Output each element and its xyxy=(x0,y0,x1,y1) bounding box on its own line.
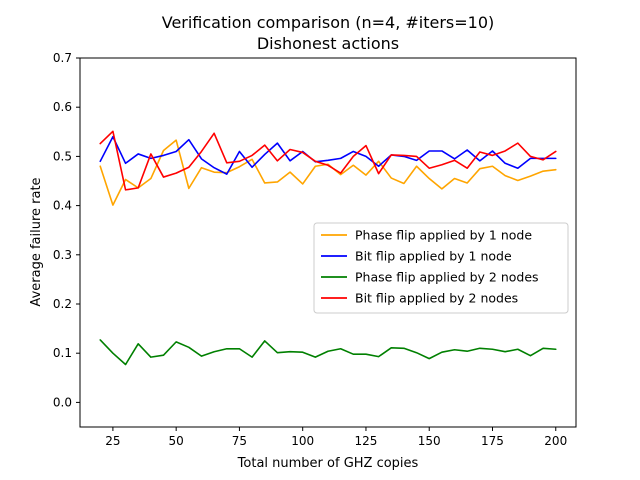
y-tick-label: 0.6 xyxy=(53,100,72,114)
series-line-3 xyxy=(99,339,557,366)
x-tick-label: 175 xyxy=(481,434,504,448)
y-tick-label: 0.3 xyxy=(53,248,72,262)
x-tick-label: 150 xyxy=(418,434,441,448)
y-axis-label: Average failure rate xyxy=(29,177,44,306)
y-axis: 0.0 0.1 0.2 0.3 0.4 0.5 0.6 0.7 xyxy=(53,51,80,409)
legend-label: Bit flip applied by 1 node xyxy=(355,249,512,264)
x-tick-label: 200 xyxy=(544,434,567,448)
legend: Phase flip applied by 1 node Bit flip app… xyxy=(313,222,569,314)
x-tick-label: 100 xyxy=(291,434,314,448)
y-tick-label: 0.7 xyxy=(53,51,72,65)
x-tick-label: 75 xyxy=(232,434,247,448)
y-tick-label: 0.5 xyxy=(53,149,72,163)
series-line-2 xyxy=(99,135,557,175)
x-axis-label: Total number of GHZ copies xyxy=(237,456,419,471)
legend-label: Phase flip applied by 2 nodes xyxy=(355,270,539,285)
y-tick-label: 0.1 xyxy=(53,346,72,360)
x-tick-label: 25 xyxy=(105,434,120,448)
legend-label: Phase flip applied by 1 node xyxy=(355,228,532,243)
x-axis: 25 50 75 100 125 150 175 200 xyxy=(105,427,567,448)
y-tick-label: 0.4 xyxy=(53,199,72,213)
x-tick-label: 125 xyxy=(355,434,378,448)
chart-title: Verification comparison (n=4, #iters=10) xyxy=(162,13,495,32)
legend-label: Bit flip applied by 2 nodes xyxy=(355,291,518,306)
y-tick-label: 0.0 xyxy=(53,395,72,409)
y-tick-label: 0.2 xyxy=(53,297,72,311)
series-line-1 xyxy=(99,139,557,206)
legend-box xyxy=(313,222,569,314)
series-line-4 xyxy=(99,130,557,191)
series-layer xyxy=(99,130,557,366)
x-tick-label: 50 xyxy=(169,434,184,448)
plot-frame xyxy=(79,57,577,428)
chart-subtitle: Dishonest actions xyxy=(257,34,399,53)
